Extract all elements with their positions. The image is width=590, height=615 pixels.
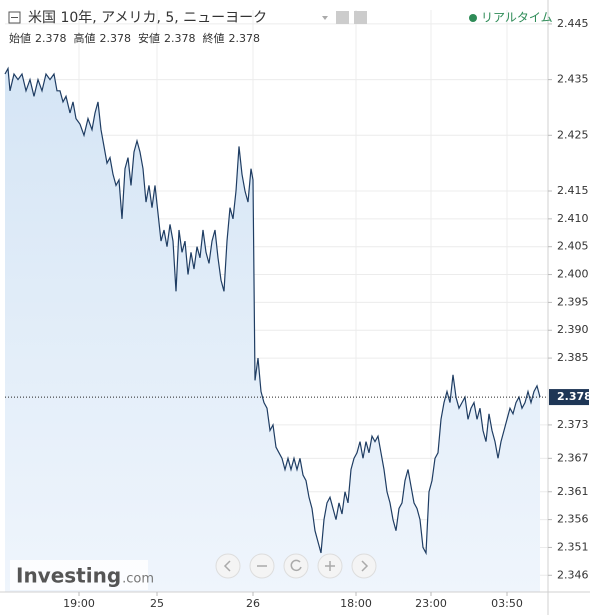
y-tick-label: 2.346 [557,568,589,581]
y-tick-label: 2.361 [557,485,589,498]
y-tick-label: 2.415 [557,184,589,197]
logo-suffix: .com [122,572,154,587]
area [5,68,540,592]
x-tick-label: 19:00 [63,597,95,610]
ohlc-label: 安値 [138,31,160,45]
button-left[interactable] [215,553,241,579]
ohlc: 始値 2.378 高値 2.378 安値 2.378 終値 2.378 [9,31,260,45]
plot [4,66,548,592]
logo: Investing [16,564,121,588]
y-tick-label: 2.435 [557,73,589,86]
settings-icon[interactable] [336,11,349,24]
y-tick-label: 2.367 [557,451,589,464]
y-tick-label: 2.405 [557,240,589,253]
x-tick-label: 18:00 [340,597,372,610]
ohlc-label: 終値 [203,31,225,45]
x-tick-label: 25 [150,597,164,610]
dropdown-arrow[interactable] [322,16,328,20]
ohlc-value: 2.378 [100,32,132,45]
y-tick-label: 2.395 [557,295,589,308]
live-dot [469,14,477,22]
last-value-box [549,389,589,406]
y-tick-label: 2.373 [557,418,589,431]
y-tick-label: 2.425 [557,128,589,141]
y-tick-label: 2.356 [557,513,589,526]
axes: 2.445 2.435 2.425 2.415 2.410 2.405 2.400 2.395… [63,17,590,610]
chart-title: 米国 10年, アメリカ, 5, ニューヨーク [28,10,267,26]
button-right[interactable] [351,553,377,579]
y-tick-label: 2.400 [557,268,589,281]
logo-bg [10,560,148,590]
x-tick-label: 26 [246,597,260,610]
last-value-label: 2.378 [557,390,590,403]
ohlc-label: 始値 [9,31,31,45]
y-tick-label: 2.351 [557,540,589,553]
ohlc-value: 2.378 [35,32,67,45]
y-tick-label: 2.410 [557,212,589,225]
y-tick-label: 2.385 [557,351,589,364]
collapse-icon[interactable] [8,11,21,24]
button-reset[interactable] [283,553,309,579]
x-tick-label: 03:50 [491,597,523,610]
y-tick-label: 2.445 [557,17,589,30]
ohlc-label: 高値 [74,31,96,45]
x-tick-label: 23:00 [415,597,447,610]
y-tick-label: 2.390 [557,323,589,336]
line [4,66,541,556]
settings-icon[interactable] [354,11,367,24]
icon [361,560,369,572]
icon [290,559,302,572]
icon [223,560,231,572]
ohlc-value: 2.378 [229,32,261,45]
ohlc-value: 2.378 [164,32,196,45]
control-icons [223,559,369,572]
status: リアルタイム [481,11,553,25]
